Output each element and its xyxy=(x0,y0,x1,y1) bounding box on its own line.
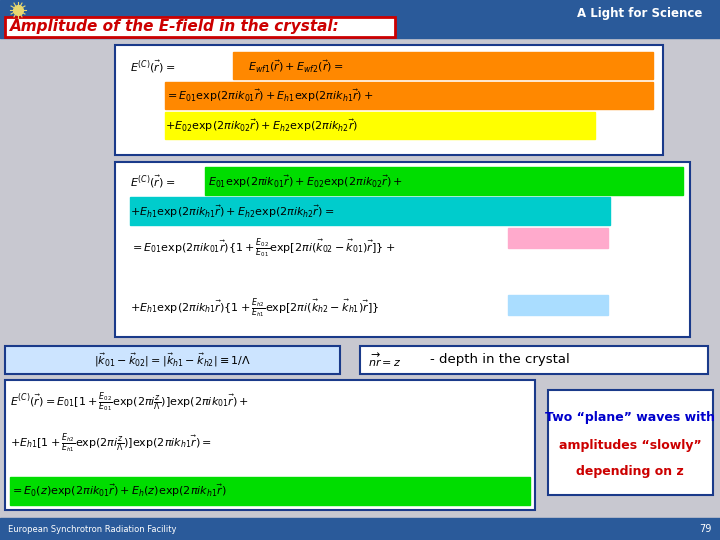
Text: $|\vec{k}_{01} - \vec{k}_{02}| =|\vec{k}_{h1} - \vec{k}_{h2}| \equiv 1/\Lambda$: $|\vec{k}_{01} - \vec{k}_{02}| =|\vec{k}… xyxy=(94,351,251,369)
Bar xyxy=(115,45,663,155)
Text: $E^{(C)}(\vec{r}) = $: $E^{(C)}(\vec{r}) = $ xyxy=(130,59,175,76)
Text: - depth in the crystal: - depth in the crystal xyxy=(430,354,570,367)
Text: $\overrightarrow{nr} = z$: $\overrightarrow{nr} = z$ xyxy=(368,352,401,368)
Text: $E^{(C)}(\vec{r})=$: $E^{(C)}(\vec{r})=$ xyxy=(130,174,175,190)
Bar xyxy=(10,477,530,505)
Bar xyxy=(0,518,720,540)
Bar xyxy=(233,52,653,79)
Text: $= E_{01} \exp(2\pi ik_{01}\vec{r})\{1 + \frac{E_{02}}{E_{01}} \exp[2\pi i(\vec{: $= E_{01} \exp(2\pi ik_{01}\vec{r})\{1 +… xyxy=(130,236,395,260)
Text: depending on z: depending on z xyxy=(576,465,684,478)
Bar xyxy=(165,82,653,109)
Bar xyxy=(115,162,690,337)
Bar xyxy=(205,167,683,195)
Text: $+ E_{02} \exp(2\pi ik_{02}\vec{r})+E_{h2} \exp(2\pi ik_{h2}\vec{r})$: $+ E_{02} \exp(2\pi ik_{02}\vec{r})+E_{h… xyxy=(165,118,358,134)
Text: $= E_0(z)\exp(2\pi ik_{01}\vec{r}) + E_h(z)\exp(2\pi ik_{h1}\vec{r})$: $= E_0(z)\exp(2\pi ik_{01}\vec{r}) + E_h… xyxy=(10,483,227,500)
Text: $= E_{01} \exp(2\pi ik_{01}\vec{r})+E_{h1} \exp(2\pi ik_{h1}\vec{r})+$: $= E_{01} \exp(2\pi ik_{01}\vec{r})+E_{h… xyxy=(165,87,374,104)
FancyBboxPatch shape xyxy=(5,17,395,37)
Bar xyxy=(0,0,720,38)
Bar xyxy=(360,346,708,374)
Bar xyxy=(165,112,595,139)
Text: A Light for Science: A Light for Science xyxy=(577,8,702,21)
Text: Two “plane” waves with: Two “plane” waves with xyxy=(545,411,715,424)
Text: $E^{(C)}(\vec{r})= E_{01}[1 + \frac{E_{02}}{E_{01}}\exp(2\pi i\frac{z}{\Lambda}): $E^{(C)}(\vec{r})= E_{01}[1 + \frac{E_{0… xyxy=(10,390,249,414)
Text: Amplitude of the E-field in the crystal:: Amplitude of the E-field in the crystal: xyxy=(10,19,340,35)
Text: European Synchrotron Radiation Facility: European Synchrotron Radiation Facility xyxy=(8,524,176,534)
Bar xyxy=(508,228,608,248)
Text: $+ E_{h1} \exp(2\pi ik_{h1}\vec{r}) + E_{h2} \exp(2\pi ik_{h2}\vec{r}) =$: $+ E_{h1} \exp(2\pi ik_{h1}\vec{r}) + E_… xyxy=(130,204,334,220)
Text: $+ E_{h1}[1 + \frac{E_{h2}}{E_{h1}}\exp(2\pi i\frac{z}{\Lambda})]\exp(2\pi ik_{h: $+ E_{h1}[1 + \frac{E_{h2}}{E_{h1}}\exp(… xyxy=(10,431,212,455)
Bar xyxy=(508,295,608,315)
Text: amplitudes “slowly”: amplitudes “slowly” xyxy=(559,438,701,451)
Bar xyxy=(130,197,610,225)
Text: $E_{01} \exp(2\pi ik_{01}\vec{r}) + E_{02} \exp(2\pi ik_{02}\vec{r}) +$: $E_{01} \exp(2\pi ik_{01}\vec{r}) + E_{0… xyxy=(208,174,403,191)
Text: 79: 79 xyxy=(700,524,712,534)
Bar xyxy=(548,390,713,495)
Bar xyxy=(5,346,340,374)
Text: $E_{wf1}(\vec{r})+E_{wf2}(\vec{r}) =$: $E_{wf1}(\vec{r})+E_{wf2}(\vec{r}) =$ xyxy=(248,59,343,75)
Text: $+ E_{h1} \exp(2\pi ik_{h1}\vec{r})\{1 + \frac{E_{h2}}{E_{h1}} \exp[2\pi i(\vec{: $+ E_{h1} \exp(2\pi ik_{h1}\vec{r})\{1 +… xyxy=(130,296,379,320)
Bar xyxy=(5,380,535,510)
